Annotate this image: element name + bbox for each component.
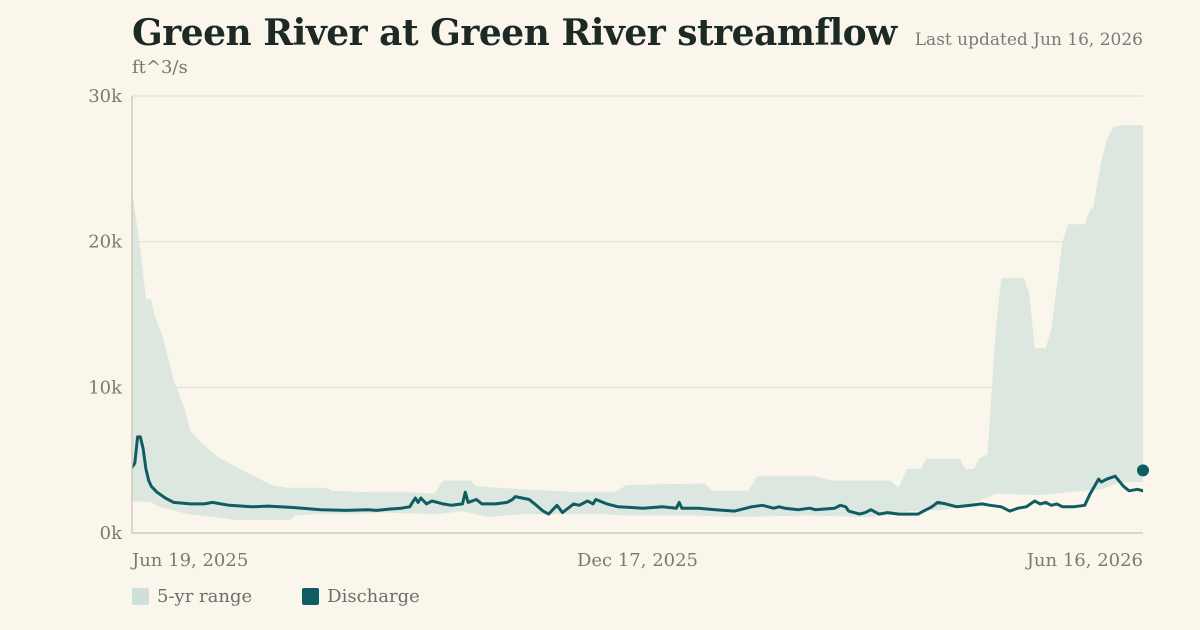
y-tick-label-30000: 30k xyxy=(88,86,123,107)
latest-value-marker[interactable] xyxy=(1137,464,1149,477)
chart-title: Green River at Green River streamflow xyxy=(132,12,897,54)
x-tick-label-2: Dec 17, 2025 xyxy=(577,550,698,571)
legend-item-range[interactable]: 5-yr range xyxy=(132,586,252,607)
tick-labels: 0k 10k 20k 30k Jun 19, 2025 Dec 17, 2025 Jun 1… xyxy=(88,86,1143,571)
legend-swatch-range xyxy=(132,588,149,605)
five-year-range-band xyxy=(132,125,1143,520)
y-tick-label-0: 0k xyxy=(100,523,123,544)
legend-swatch-discharge xyxy=(302,588,320,605)
y-tick-label-20000: 20k xyxy=(88,232,123,253)
legend-label-discharge: Discharge xyxy=(327,586,420,607)
legend: 5-yr range Discharge xyxy=(132,586,420,607)
discharge-line xyxy=(132,435,1143,516)
grid-lines xyxy=(132,95,1143,388)
legend-label-range: 5-yr range xyxy=(157,586,253,607)
x-tick-label-3: Jun 16, 2026 xyxy=(1025,550,1143,571)
x-tick-label-1: Jun 19, 2025 xyxy=(130,550,248,571)
last-updated-label: Last updated Jun 16, 2026 xyxy=(914,30,1143,50)
y-axis-unit-label: ft^3/s xyxy=(132,57,188,78)
five-year-range-band-group xyxy=(132,125,1143,520)
discharge-line-group xyxy=(132,435,1149,516)
legend-item-discharge[interactable]: Discharge xyxy=(302,586,420,607)
axes xyxy=(131,96,1143,534)
y-tick-label-10000: 10k xyxy=(88,377,123,398)
